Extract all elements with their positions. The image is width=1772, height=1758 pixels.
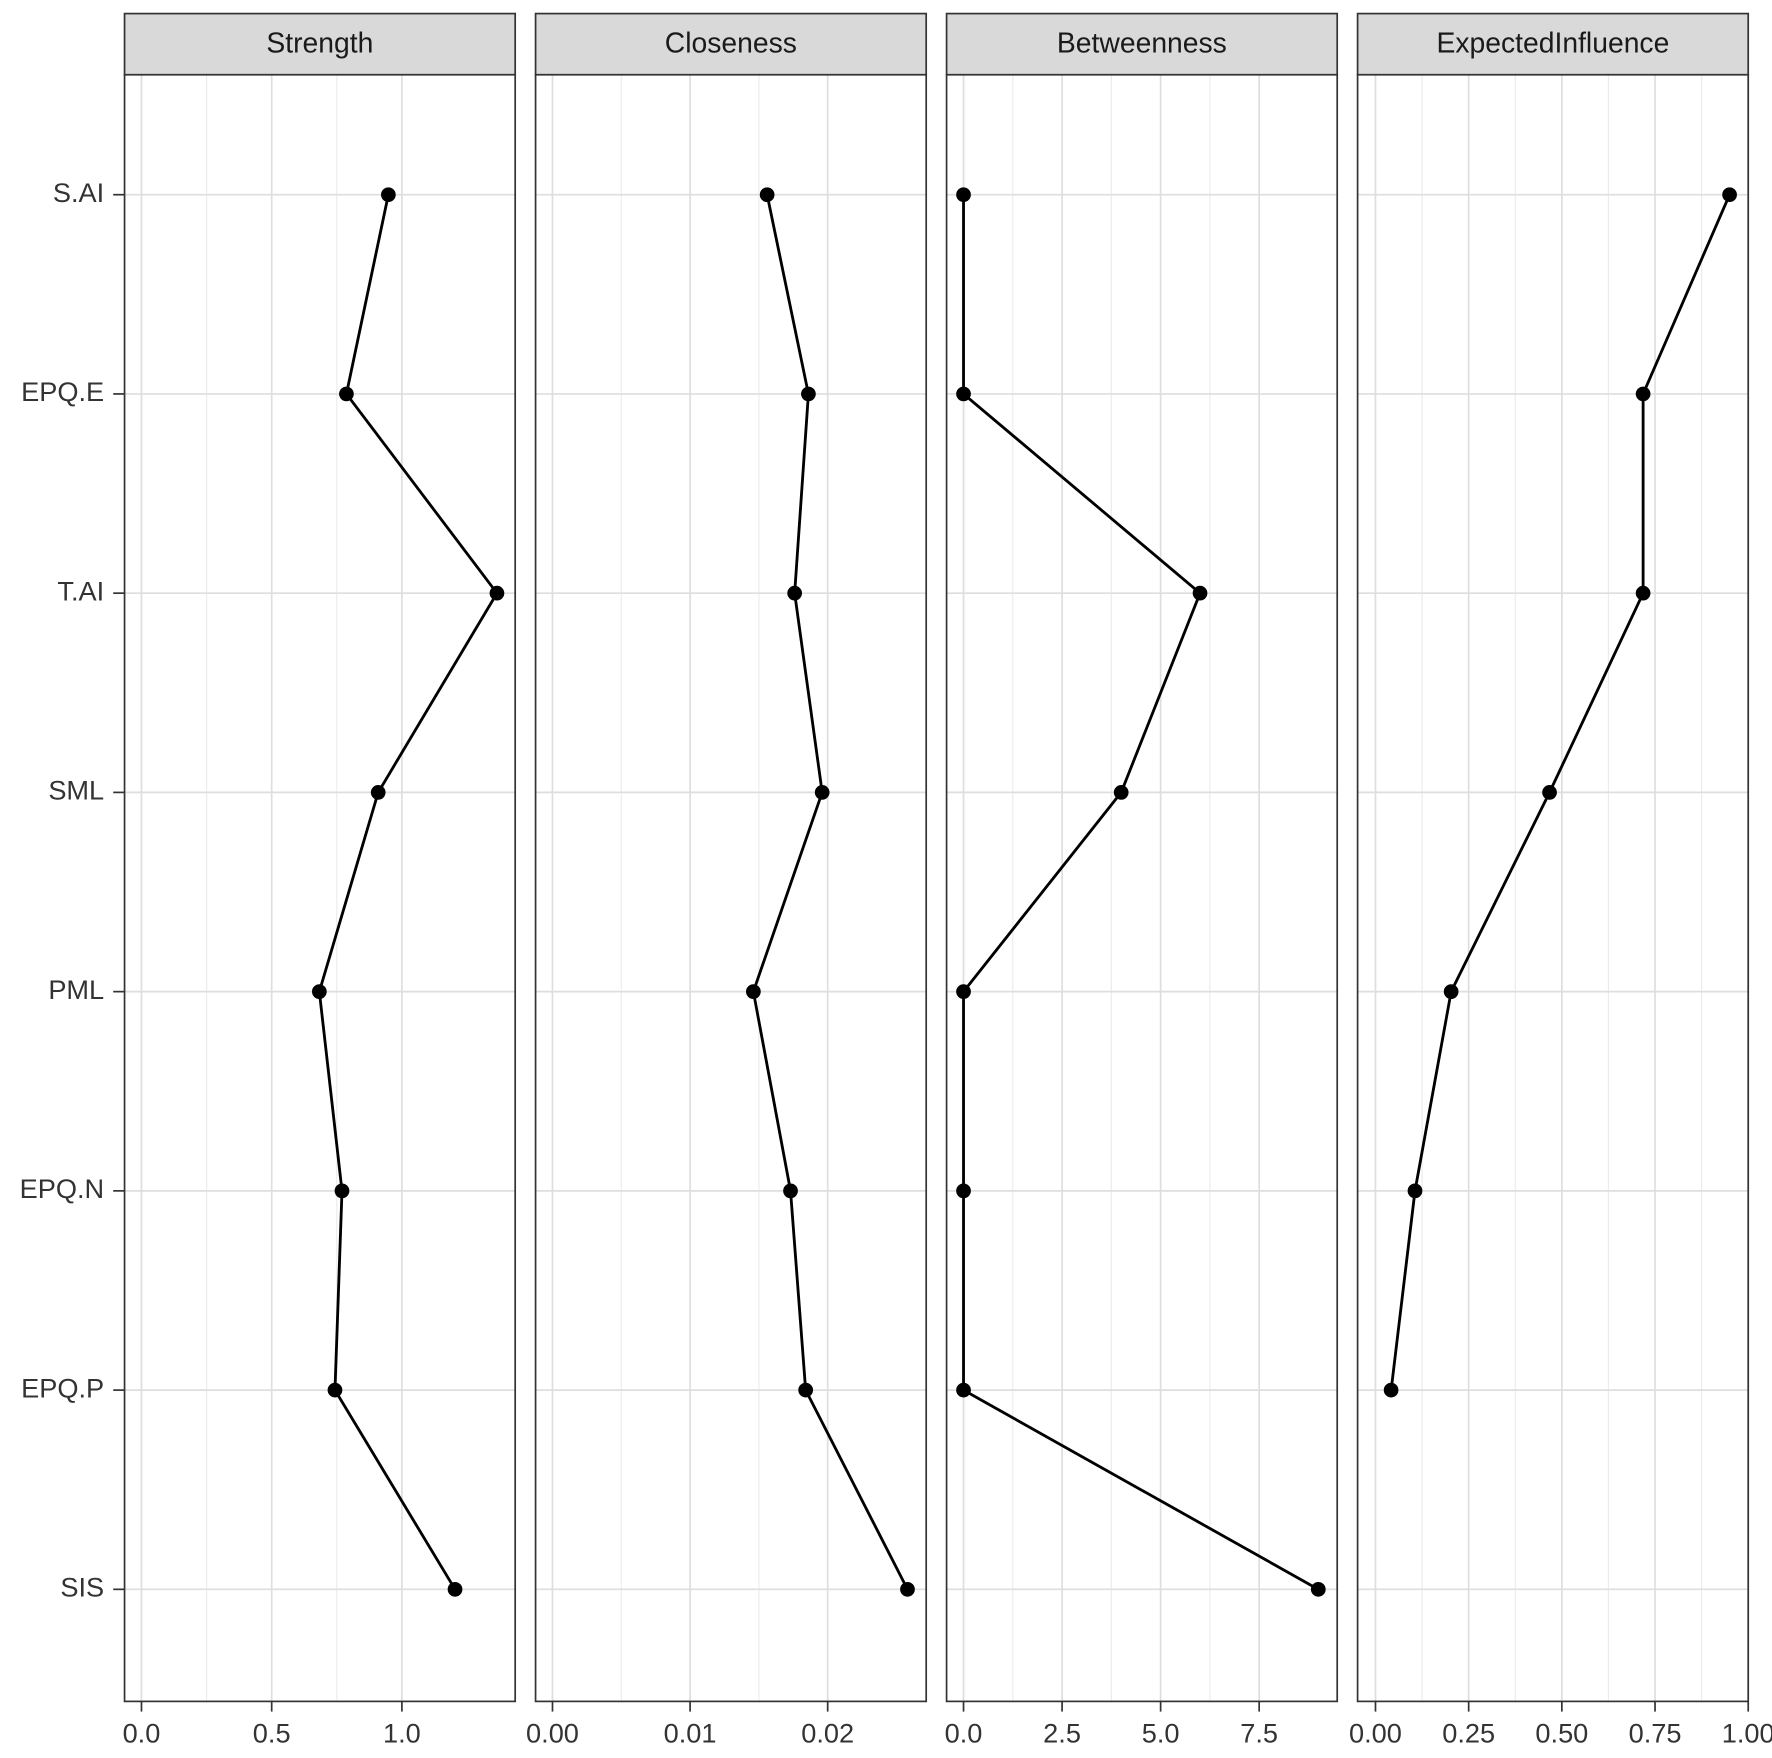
point [801, 386, 816, 402]
point [787, 585, 803, 601]
x-tick-label: 0.0 [945, 1718, 983, 1749]
y-tick-label: PML [48, 974, 104, 1005]
point [327, 1382, 343, 1398]
point [339, 386, 354, 402]
point [1635, 386, 1651, 402]
panel-background [946, 74, 1338, 1702]
x-tick-label: 0.25 [1442, 1718, 1495, 1749]
point [370, 785, 386, 800]
strip [534, 12, 928, 76]
x-tick-label: 0.5 [253, 1718, 291, 1749]
panel-background [1357, 74, 1749, 1702]
x-tick-label: 0.01 [664, 1718, 717, 1749]
point [956, 386, 971, 402]
x-tick-label: 2.5 [1043, 1718, 1081, 1749]
panel-background [124, 74, 516, 1702]
point [900, 1581, 915, 1597]
point [1722, 187, 1737, 203]
point [447, 1581, 463, 1597]
y-tick-label: T.AI [57, 575, 104, 606]
point [1383, 1382, 1399, 1398]
strip [123, 12, 517, 76]
y-tick-label: SML [48, 775, 104, 806]
point [956, 1382, 971, 1398]
y-tick-label: EPQ.P [21, 1372, 104, 1403]
strip [1356, 12, 1750, 76]
point [956, 984, 971, 999]
strip [945, 12, 1339, 76]
x-tick-label: 0.75 [1629, 1718, 1682, 1749]
x-tick-label: 0.00 [1349, 1718, 1402, 1749]
point [798, 1382, 814, 1398]
point [1407, 1183, 1423, 1199]
point [1192, 585, 1208, 601]
x-tick-label: 0.0 [123, 1718, 161, 1749]
point [783, 1183, 798, 1199]
point [956, 1183, 971, 1199]
y-tick-label: EPQ.E [21, 376, 104, 407]
point [311, 984, 327, 999]
y-tick-label: EPQ.N [20, 1173, 105, 1204]
line [962, 194, 1319, 1591]
y-tick-label: S.AI [53, 177, 104, 208]
panel-background [535, 74, 927, 1702]
line [751, 194, 909, 1590]
x-tick-label: 0.00 [526, 1718, 579, 1749]
strip-title: Closeness [665, 27, 797, 59]
x-tick-label: 5.0 [1142, 1718, 1180, 1749]
strip-title: ExpectedInfluence [1436, 27, 1669, 59]
point [759, 187, 775, 203]
x-tick-label: 0.02 [801, 1718, 854, 1749]
x-tick-label: 1.00 [1722, 1718, 1772, 1749]
point [956, 187, 971, 203]
x-tick-label: 0.50 [1535, 1718, 1588, 1749]
point [489, 585, 505, 601]
point [380, 187, 396, 203]
x-tick-label: 7.5 [1240, 1718, 1278, 1749]
x-tick-label: 1.0 [383, 1718, 421, 1749]
point [1113, 785, 1129, 800]
point [1443, 984, 1459, 999]
point [746, 984, 761, 999]
strip-title: Betweenness [1057, 27, 1227, 59]
point [334, 1183, 350, 1199]
point [1542, 785, 1557, 800]
point [1310, 1581, 1326, 1597]
point [814, 785, 830, 800]
line [317, 194, 499, 1591]
strip-title: Strength [266, 27, 373, 59]
point [1635, 585, 1651, 601]
y-tick-label: SIS [60, 1572, 104, 1603]
